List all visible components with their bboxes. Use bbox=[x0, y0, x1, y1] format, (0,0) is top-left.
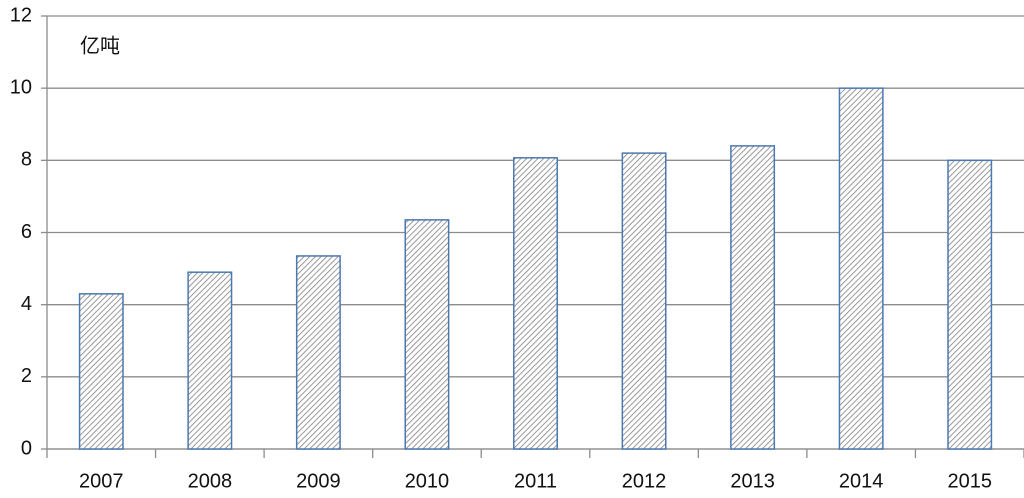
x-tick-label: 2008 bbox=[188, 470, 233, 492]
x-tick-label: 2009 bbox=[296, 470, 341, 492]
bar bbox=[621, 152, 667, 450]
y-tick-label: 12 bbox=[10, 4, 32, 26]
x-tick-label: 2015 bbox=[947, 470, 992, 492]
bar bbox=[513, 157, 558, 450]
x-tick-label: 2013 bbox=[730, 470, 775, 492]
bar bbox=[187, 271, 233, 450]
x-tick-label: 2007 bbox=[79, 470, 124, 492]
bar bbox=[947, 159, 993, 450]
x-tick-label: 2012 bbox=[622, 470, 667, 492]
x-tick-label: 2014 bbox=[839, 470, 884, 492]
y-tick-label: 8 bbox=[21, 149, 32, 171]
bar bbox=[404, 219, 450, 450]
y-tick-label: 4 bbox=[21, 293, 32, 315]
bar bbox=[730, 145, 776, 450]
x-tick-label: 2011 bbox=[514, 470, 557, 492]
y-tick-label: 10 bbox=[10, 76, 32, 98]
y-tick-label: 0 bbox=[21, 437, 32, 459]
y-axis-unit: 亿吨 bbox=[80, 34, 120, 57]
y-tick-label: 6 bbox=[21, 221, 32, 243]
bar bbox=[838, 87, 884, 450]
x-tick-label: 2010 bbox=[405, 470, 450, 492]
bar bbox=[78, 293, 124, 450]
y-tick-label: 2 bbox=[21, 365, 32, 387]
bar bbox=[295, 255, 341, 450]
